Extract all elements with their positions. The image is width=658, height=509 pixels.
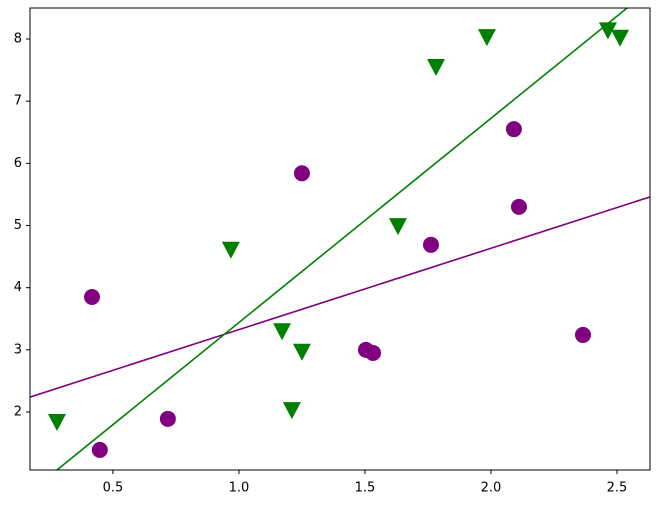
point (159, 410, 176, 427)
y-tick-label: 7 (14, 94, 22, 109)
point (221, 241, 240, 259)
point (388, 218, 407, 236)
y-tick-label: 2 (14, 405, 22, 420)
point (282, 402, 301, 420)
y-tick-label: 6 (14, 156, 22, 171)
point (427, 58, 446, 76)
y-tick-label: 3 (14, 342, 22, 357)
point (477, 29, 496, 47)
point (365, 344, 382, 361)
point (510, 198, 527, 215)
y-tick-label: 4 (14, 280, 22, 295)
x-tick-label: 1.0 (229, 481, 250, 496)
point (505, 121, 522, 138)
x-tick-label: 2.0 (481, 481, 502, 496)
plot-frame (29, 7, 651, 471)
point (91, 441, 108, 458)
point (47, 413, 66, 431)
x-tick-label: 0.5 (103, 481, 124, 496)
point (84, 288, 100, 305)
point (574, 326, 591, 343)
y-tick-label: 8 (14, 32, 22, 47)
y-tick-label: 5 (14, 218, 22, 233)
x-tick-label: 1.5 (355, 481, 376, 496)
fit-line (56, 8, 628, 470)
fit-line (30, 196, 650, 398)
point (422, 236, 439, 253)
point (598, 22, 617, 40)
point (273, 323, 292, 341)
x-tick-label: 2.5 (607, 481, 628, 496)
plot-area (30, 8, 650, 470)
point (293, 165, 310, 182)
point (292, 343, 311, 361)
point (611, 29, 630, 47)
